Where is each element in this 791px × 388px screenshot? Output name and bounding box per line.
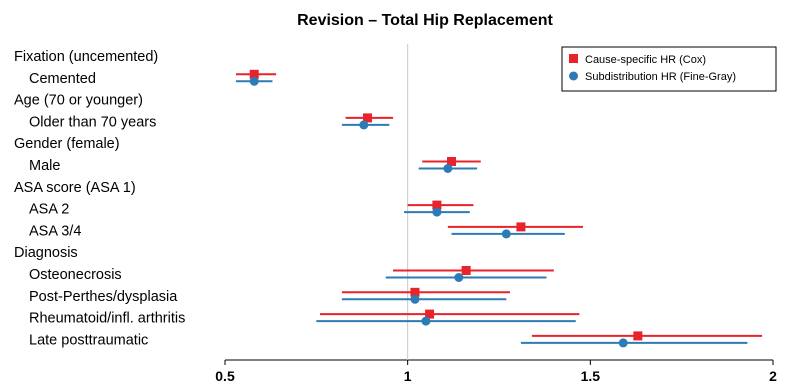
cox-hr-marker <box>633 331 643 341</box>
fg-hr-marker <box>454 273 464 282</box>
row-header-label: Age (70 or younger) <box>14 93 143 109</box>
row-header-label: ASA score (ASA 1) <box>14 180 136 196</box>
x-tick-label: 2 <box>769 368 777 384</box>
fg-hr-marker <box>359 120 369 130</box>
x-tick-label: 1 <box>404 368 412 384</box>
legend-marker-fg <box>569 71 578 81</box>
legend: Cause-specific HR (Cox) Subdistribution … <box>561 46 777 92</box>
cox-hr-marker <box>516 222 526 232</box>
row-header-label: Fixation (uncemented) <box>14 49 158 65</box>
row-header-label: Diagnosis <box>14 245 78 261</box>
cox-hr-marker <box>425 309 435 319</box>
cox-hr-marker <box>447 157 457 166</box>
fg-hr-marker <box>501 229 511 239</box>
row-label: Older than 70 years <box>29 114 156 130</box>
fg-hr-marker <box>421 316 431 326</box>
row-label: Late posttraumatic <box>29 332 148 348</box>
legend-label-cox: Cause-specific HR (Cox) <box>585 54 706 66</box>
legend-box <box>561 46 777 92</box>
chart-title: Revision – Total Hip Replacement <box>297 12 553 29</box>
x-tick-label: 1.5 <box>581 368 601 384</box>
cox-hr-marker <box>461 266 471 275</box>
row-label: ASA 2 <box>29 202 69 218</box>
fg-hr-marker <box>443 164 453 173</box>
row-label: Cemented <box>29 71 96 87</box>
cox-hr-marker <box>410 287 420 297</box>
row-header-label: Gender (female) <box>14 136 120 152</box>
cox-hr-marker <box>432 200 442 210</box>
row-label: Male <box>29 158 60 174</box>
fg-hr-marker <box>410 294 420 304</box>
x-tick-label: 0.5 <box>215 368 235 384</box>
row-label: ASA 3/4 <box>29 223 81 239</box>
row-label: Post-Perthes/dysplasia <box>29 289 178 305</box>
row-label: Osteonecrosis <box>29 267 122 283</box>
legend-marker-cox <box>569 54 578 63</box>
fg-hr-marker <box>618 338 628 348</box>
legend-label-fg: Subdistribution HR (Fine-Gray) <box>585 71 736 83</box>
cox-hr-marker <box>249 69 259 79</box>
row-label: Rheumatoid/infl. arthritis <box>29 311 185 327</box>
plot-area: 0.5 1 1.5 2 Fixation (uncemented) Cemented Age… <box>14 44 777 384</box>
fg-hr-marker <box>432 207 442 217</box>
fg-hr-marker <box>249 76 259 86</box>
cox-hr-marker <box>362 113 372 123</box>
